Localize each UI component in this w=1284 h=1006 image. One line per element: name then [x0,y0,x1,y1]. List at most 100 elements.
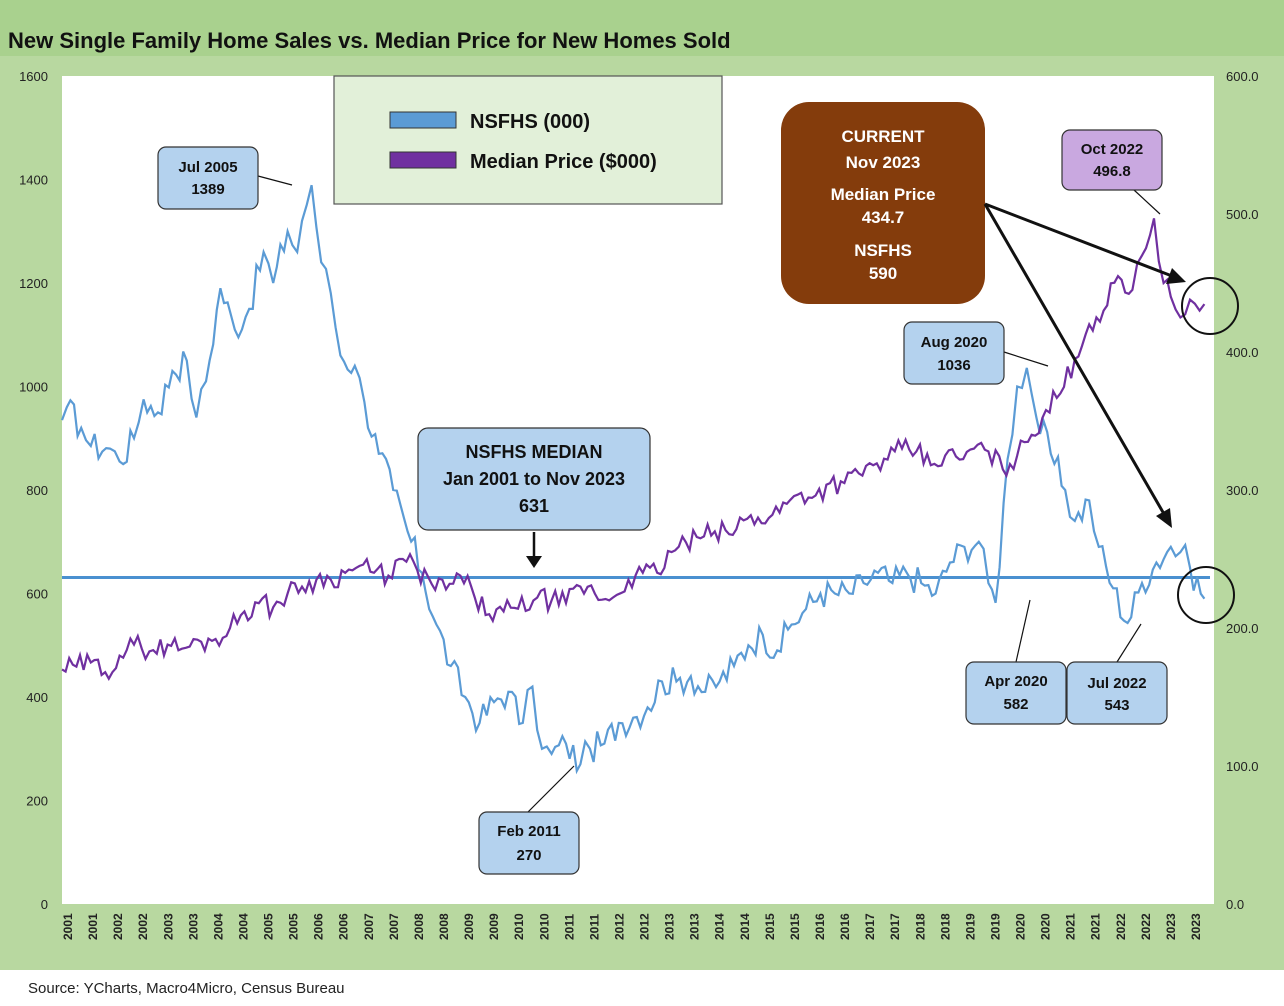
current-arrow-nsfhs [983,203,1166,515]
x-tick-label: 2018 [913,913,927,940]
current-arrowhead-price [1166,268,1186,284]
callout-apr2020: Apr 2020 582 [965,599,1067,725]
callout-box [965,661,1067,725]
x-tick-label: 2001 [61,913,75,940]
y-left-tick-label: 1000 [19,380,48,395]
x-tick-label: 2010 [537,913,551,940]
current-line6: 590 [869,264,897,283]
callout-feb2011: Feb 2011 270 [478,765,580,875]
x-tick-label: 2014 [713,913,727,940]
series-nsfhs-line [60,184,1206,775]
callout-label: Apr 2020 [984,673,1047,690]
x-tick-label: 2020 [1039,913,1053,940]
callout-label: Aug 2020 [921,334,988,351]
x-tick-label: 2022 [1139,913,1153,940]
y-left-tick-label: 400 [26,690,48,705]
callout-value: 496.8 [1093,163,1131,180]
x-tick-label: 2012 [612,913,626,940]
x-tick-label: 2007 [362,913,376,940]
x-tick-label: 2015 [763,913,777,940]
x-tick-label: 2021 [1089,913,1103,940]
x-tick-label: 2006 [312,913,326,940]
y-right-tick-label: 200.0 [1226,621,1259,636]
x-tick-label: 2016 [838,913,852,940]
x-tick-label: 2022 [1114,913,1128,940]
callout-value: 1389 [191,181,224,198]
current-line5: NSFHS [854,241,912,260]
callout-median: NSFHS MEDIAN Jan 2001 to Nov 2023 631 [417,427,651,568]
legend-swatch-nsfhs [389,111,457,129]
current-callout: CURRENT Nov 2023 Median Price 434.7 NSFH… [781,102,1186,528]
current-line4: 434.7 [862,208,905,227]
x-tick-label: 2017 [863,913,877,940]
x-tick-label: 2001 [86,913,100,940]
x-tick-label: 2009 [487,913,501,940]
y-left-tick-label: 1600 [19,69,48,84]
callout-value: 543 [1104,697,1129,714]
callout-leader [1116,623,1142,663]
x-tick-label: 2011 [562,914,576,940]
callout-aug2020: Aug 2020 1036 [903,321,1049,385]
y-left-axis: 0 200 400 600 800 1000 1200 1400 1600 [19,69,48,912]
x-tick-label: 2006 [337,913,351,940]
x-tick-label: 2007 [387,913,401,940]
callout-line2: Jan 2001 to Nov 2023 [443,469,625,489]
x-tick-label: 2005 [287,913,301,940]
x-tick-label: 2005 [262,913,276,940]
callout-jul2005: Jul 2005 1389 [157,146,293,210]
source-note: Source: YCharts, Macro4Micro, Census Bur… [28,980,345,997]
y-right-tick-label: 100.0 [1226,759,1259,774]
callout-leader [527,765,575,813]
x-axis: 2001 2001 2002 2002 2003 2003 2004 2004 2005 2005… [61,913,1203,940]
x-tick-label: 2011 [587,914,601,940]
highlight-circle-price [1181,277,1239,335]
callout-leader [1015,599,1031,663]
callout-box [417,427,651,531]
callout-value: 1036 [937,357,970,374]
legend-label-median-price: Median Price ($000) [470,151,657,173]
x-tick-label: 2002 [136,913,150,940]
current-line3: Median Price [831,185,936,204]
y-right-tick-label: 400.0 [1226,345,1259,360]
x-tick-label: 2003 [186,913,200,940]
callout-line3: 631 [519,496,549,516]
x-tick-label: 2020 [1014,913,1028,940]
x-tick-label: 2010 [512,913,526,940]
highlight-circle-nsfhs [1177,566,1235,624]
title-band [0,0,1284,56]
callout-oct2022: Oct 2022 496.8 [1061,129,1163,215]
current-line2: Nov 2023 [846,153,921,172]
x-tick-label: 2018 [938,913,952,940]
x-tick-label: 2019 [988,913,1002,940]
callout-value: 270 [516,847,541,864]
x-tick-label: 2008 [437,913,451,940]
y-left-tick-label: 1400 [19,173,48,188]
callout-leader [1003,351,1049,367]
current-line1: CURRENT [841,127,925,146]
y-left-tick-label: 800 [26,483,48,498]
x-tick-label: 2019 [963,913,977,940]
x-tick-label: 2002 [111,913,125,940]
y-left-tick-label: 0 [41,897,48,912]
x-tick-label: 2017 [888,913,902,940]
x-tick-label: 2004 [236,913,250,940]
y-right-tick-label: 500.0 [1226,207,1259,222]
x-tick-label: 2008 [412,913,426,940]
callout-jul2022: Jul 2022 543 [1066,623,1168,725]
legend: NSFHS (000) Median Price ($000) [333,75,723,205]
current-arrowhead-nsfhs [1156,508,1172,528]
x-tick-label: 2015 [788,913,802,940]
x-tick-label: 2023 [1164,913,1178,940]
callout-box [903,321,1005,385]
y-left-tick-label: 1200 [19,276,48,291]
callout-box [157,146,259,210]
callout-label: Feb 2011 [497,823,560,840]
y-right-tick-label: 300.0 [1226,483,1259,498]
legend-label-nsfhs: NSFHS (000) [470,111,590,133]
chart-title: New Single Family Home Sales vs. Median … [8,28,731,53]
x-tick-label: 2023 [1189,913,1203,940]
y-right-axis: 0.0 100.0 200.0 300.0 400.0 500.0 600.0 [1226,69,1259,912]
legend-swatch-median-price [389,151,457,169]
footer-bg [0,970,1284,1006]
callout-line1: NSFHS MEDIAN [465,442,602,462]
